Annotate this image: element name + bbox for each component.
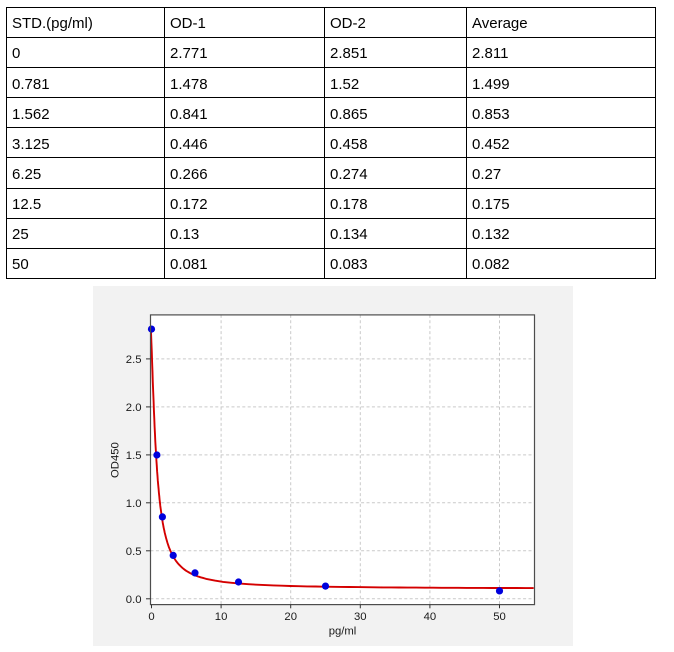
- svg-text:2.5: 2.5: [126, 354, 142, 366]
- svg-text:1.5: 1.5: [126, 450, 142, 462]
- svg-text:20: 20: [284, 611, 297, 623]
- svg-text:pg/ml: pg/ml: [329, 625, 357, 637]
- svg-text:30: 30: [354, 611, 367, 623]
- svg-text:10: 10: [215, 611, 228, 623]
- svg-text:1.0: 1.0: [126, 498, 142, 510]
- svg-text:50: 50: [493, 611, 506, 623]
- svg-text:0.0: 0.0: [126, 594, 142, 606]
- svg-text:0.5: 0.5: [126, 546, 142, 558]
- svg-text:2.0: 2.0: [126, 402, 142, 414]
- svg-text:40: 40: [424, 611, 437, 623]
- svg-text:0: 0: [148, 611, 154, 623]
- svg-text:OD450: OD450: [110, 442, 122, 478]
